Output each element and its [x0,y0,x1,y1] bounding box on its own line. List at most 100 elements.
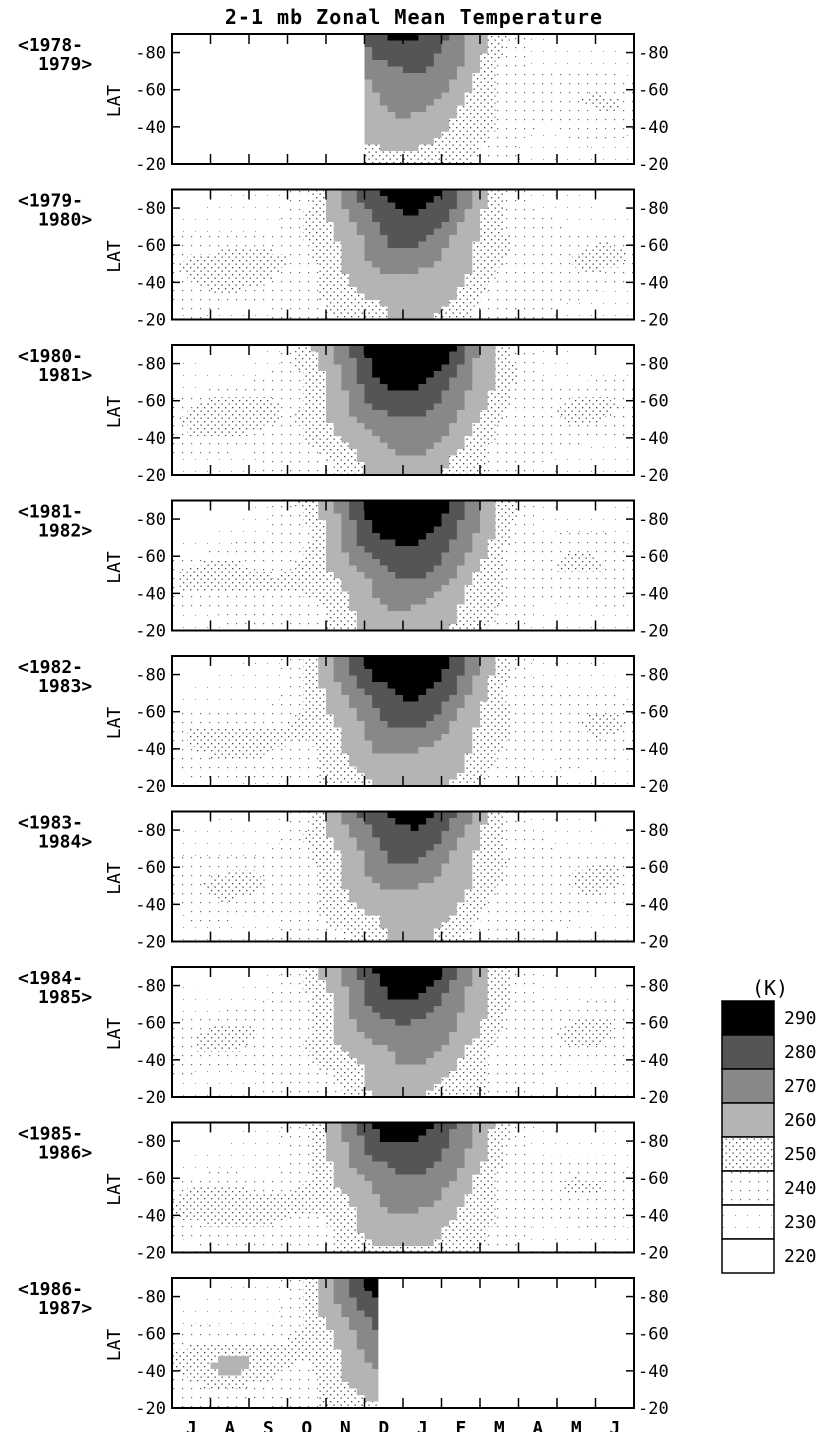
field-cell [441,377,450,385]
field-cell [210,345,219,352]
field-cell [495,209,504,216]
field-cell [472,202,481,210]
field-cell [333,740,342,748]
field-cell [379,624,388,631]
field-cell [510,261,519,268]
field-cell [518,118,527,126]
field-cell [495,455,504,463]
field-cell [526,578,535,586]
field-cell [364,280,373,288]
field-cell [487,416,496,424]
field-cell [526,241,535,249]
field-cell [464,73,473,80]
field-cell [403,520,412,527]
field-cell [202,766,211,774]
field-cell [187,747,196,754]
field-cell [564,300,573,307]
field-cell [533,462,542,469]
field-cell [587,507,596,514]
field-cell [379,578,388,586]
field-cell [480,293,489,301]
season-label: <1979- [18,191,83,212]
field-cell [356,209,365,216]
field-cell [549,157,558,165]
field-cell [441,138,450,145]
field-cell [464,300,473,307]
field-cell [372,591,381,599]
field-cell [364,688,373,696]
field-cell [272,287,281,294]
field-cell [187,617,196,625]
field-cell [356,403,365,411]
field-cell [580,449,589,456]
field-cell [241,241,250,249]
field-cell [503,377,512,385]
field-cell [287,721,296,728]
field-cell [341,423,350,430]
field-cell [557,125,566,132]
field-cell [503,604,512,612]
field-cell [418,559,427,566]
field-cell [449,53,458,61]
field-cell [603,313,612,320]
field-cell [618,449,627,456]
field-cell [518,92,527,100]
field-cell [495,604,504,612]
field-cell [241,688,250,696]
field-cell [333,591,342,599]
field-cell [272,462,281,469]
field-cell [249,552,258,560]
field-cell [564,604,573,612]
field-cell [433,449,442,456]
field-cell [518,60,527,67]
field-cell [264,215,273,223]
field-cell [387,53,396,61]
field-cell [433,598,442,605]
field-cell [495,468,504,476]
field-cell [395,345,404,352]
field-cell [241,740,250,748]
field-cell [302,656,311,663]
field-cell [564,60,573,67]
field-cell [595,215,604,223]
field-cell [310,546,319,553]
lat-tick-label-right: -20 [638,155,669,175]
field-cell [256,280,265,288]
field-cell [426,507,435,514]
field-cell [518,403,527,411]
field-cell [418,241,427,249]
field-cell [426,235,435,242]
field-cell [333,449,342,456]
field-cell [533,565,542,573]
field-cell [495,410,504,417]
field-cell [349,416,358,424]
field-cell [557,53,566,61]
field-cell [241,585,250,592]
field-cell [372,79,381,87]
field-cell [172,377,181,385]
field-cell [480,99,489,106]
field-cell [603,604,612,612]
field-cell [256,377,265,385]
field-cell [233,313,242,320]
field-cell [587,520,596,527]
field-cell [264,455,273,463]
field-cell [449,267,458,275]
field-cell [349,377,358,385]
field-cell [387,500,396,508]
field-cell [302,507,311,514]
field-cell [279,287,288,294]
field-cell [295,436,304,443]
field-cell [210,753,219,761]
field-cell [510,209,519,216]
field-cell [395,60,404,67]
field-cell [418,261,427,268]
field-cell [626,520,635,527]
field-cell [580,429,589,437]
field-cell [433,280,442,288]
field-cell [464,384,473,391]
field-cell [349,280,358,288]
field-cell [557,436,566,443]
field-cell [533,280,542,288]
field-cell [510,248,519,255]
